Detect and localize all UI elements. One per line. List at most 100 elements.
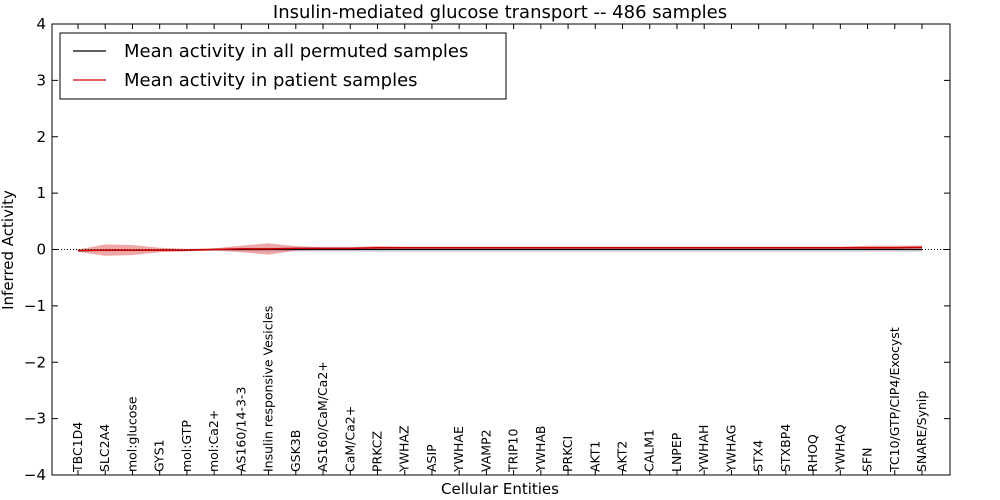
y-tick-label: 4 bbox=[36, 15, 46, 33]
x-tick-label: TRIP10 bbox=[506, 429, 521, 473]
data-point-patient-24 bbox=[731, 247, 733, 249]
x-tick-label: SFN bbox=[860, 448, 875, 472]
data-point-patient-25 bbox=[758, 247, 760, 249]
data-point-patient-4 bbox=[186, 249, 188, 251]
data-point-permuted-23 bbox=[703, 249, 705, 251]
data-point-patient-28 bbox=[840, 247, 842, 249]
data-point-patient-23 bbox=[703, 247, 705, 249]
patient-band bbox=[78, 243, 922, 256]
x-tick-label: SLC2A4 bbox=[97, 424, 112, 472]
data-point-permuted-13 bbox=[431, 249, 433, 251]
data-point-permuted-15 bbox=[486, 249, 488, 251]
data-point-permuted-11 bbox=[377, 249, 379, 251]
data-point-permuted-25 bbox=[758, 249, 760, 251]
data-point-permuted-16 bbox=[513, 249, 515, 251]
x-tick-label: AKT1 bbox=[587, 441, 602, 472]
x-tick-label: RHOQ bbox=[805, 434, 820, 472]
data-point-permuted-19 bbox=[594, 249, 596, 251]
data-point-patient-30 bbox=[894, 247, 896, 249]
data-point-permuted-28 bbox=[840, 249, 842, 251]
data-point-permuted-17 bbox=[540, 249, 542, 251]
x-tick-label: mol:glucose bbox=[124, 396, 139, 472]
x-tick-label: PRKCI bbox=[560, 436, 575, 472]
y-tick-label: 0 bbox=[36, 241, 46, 259]
data-point-patient-0 bbox=[77, 250, 79, 252]
series-line-patient bbox=[77, 246, 923, 252]
x-tick-label: STX4 bbox=[751, 440, 766, 472]
legend: Mean activity in all permuted samples Mea… bbox=[59, 32, 507, 100]
y-tick-label: 1 bbox=[36, 184, 46, 202]
x-tick-label: Insulin responsive Vesicles bbox=[261, 306, 276, 472]
x-tick-label: STXBP4 bbox=[778, 424, 793, 472]
data-point-permuted-20 bbox=[622, 249, 624, 251]
x-tick-label: AKT2 bbox=[615, 441, 630, 472]
data-point-patient-6 bbox=[241, 248, 243, 250]
data-point-permuted-27 bbox=[812, 249, 814, 251]
data-point-patient-13 bbox=[431, 247, 433, 249]
legend-box bbox=[59, 32, 507, 100]
data-point-patient-14 bbox=[458, 247, 460, 249]
data-point-permuted-31 bbox=[921, 249, 923, 251]
x-tick-label: mol:GTP bbox=[179, 420, 194, 472]
y-tick-label: −3 bbox=[24, 410, 46, 428]
data-point-patient-29 bbox=[867, 247, 869, 249]
x-tick-label: GYS1 bbox=[152, 439, 167, 472]
data-point-patient-7 bbox=[268, 248, 270, 250]
data-point-patient-12 bbox=[404, 247, 406, 249]
y-tick-label: −2 bbox=[24, 353, 46, 371]
x-tick-label: AS160/CaM/Ca2+ bbox=[315, 361, 330, 472]
data-point-patient-17 bbox=[540, 247, 542, 249]
y-tick-label: −1 bbox=[24, 297, 46, 315]
data-point-patient-21 bbox=[649, 247, 651, 249]
data-point-patient-18 bbox=[567, 247, 569, 249]
x-tick-label: CaM/Ca2+ bbox=[342, 406, 357, 472]
legend-label: Mean activity in all permuted samples bbox=[124, 41, 468, 62]
data-point-patient-1 bbox=[104, 249, 106, 251]
x-tick-label: AS160/14-3-3 bbox=[233, 387, 248, 472]
data-point-permuted-30 bbox=[894, 249, 896, 251]
data-point-patient-10 bbox=[349, 248, 351, 250]
x-tick-label: PRKCZ bbox=[369, 431, 384, 472]
data-point-patient-20 bbox=[622, 247, 624, 249]
chart-title: Insulin-mediated glucose transport -- 48… bbox=[273, 2, 727, 23]
data-point-patient-27 bbox=[812, 247, 814, 249]
data-point-permuted-18 bbox=[567, 249, 569, 251]
x-tick-label: YWHAZ bbox=[397, 425, 412, 473]
data-point-permuted-22 bbox=[676, 249, 678, 251]
y-tick-label: −4 bbox=[24, 466, 46, 484]
data-point-permuted-14 bbox=[458, 249, 460, 251]
data-point-patient-5 bbox=[213, 249, 215, 251]
data-point-permuted-21 bbox=[649, 249, 651, 251]
y-tick-label: 3 bbox=[36, 71, 46, 89]
data-point-patient-22 bbox=[676, 247, 678, 249]
data-point-patient-9 bbox=[322, 248, 324, 250]
data-point-patient-26 bbox=[785, 247, 787, 249]
x-tick-label: CALM1 bbox=[642, 429, 657, 472]
data-point-patient-16 bbox=[513, 247, 515, 249]
x-tick-label: SNARE/Synip bbox=[914, 391, 929, 472]
x-tick-label: LNPEP bbox=[669, 432, 684, 472]
x-tick-label: TBC1D4 bbox=[70, 422, 85, 473]
data-point-patient-19 bbox=[594, 247, 596, 249]
data-point-patient-3 bbox=[159, 249, 161, 251]
x-tick-label: mol:Ca2+ bbox=[206, 410, 221, 472]
data-point-permuted-24 bbox=[731, 249, 733, 251]
x-tick-label: VAMP2 bbox=[478, 429, 493, 472]
data-point-patient-11 bbox=[377, 247, 379, 249]
data-point-patient-15 bbox=[486, 247, 488, 249]
x-axis-label: Cellular Entities bbox=[441, 480, 559, 498]
x-tick-label: YWHAB bbox=[533, 425, 548, 473]
x-tick-label: ASIP bbox=[424, 444, 439, 472]
data-point-patient-8 bbox=[295, 248, 297, 250]
data-point-permuted-29 bbox=[867, 249, 869, 251]
x-tick-label: TC10/GTP/CIP4/Exocyst bbox=[887, 327, 902, 473]
y-axis-label: Inferred Activity bbox=[0, 190, 17, 310]
legend-label: Mean activity in patient samples bbox=[124, 70, 418, 91]
x-tick-label: YWHAH bbox=[696, 425, 711, 473]
data-point-patient-31 bbox=[921, 246, 923, 248]
x-tick-label: YWHAG bbox=[723, 425, 738, 473]
y-tick-label: 2 bbox=[36, 128, 46, 146]
x-tick-label: YWHAE bbox=[451, 426, 466, 473]
data-point-permuted-12 bbox=[404, 249, 406, 251]
